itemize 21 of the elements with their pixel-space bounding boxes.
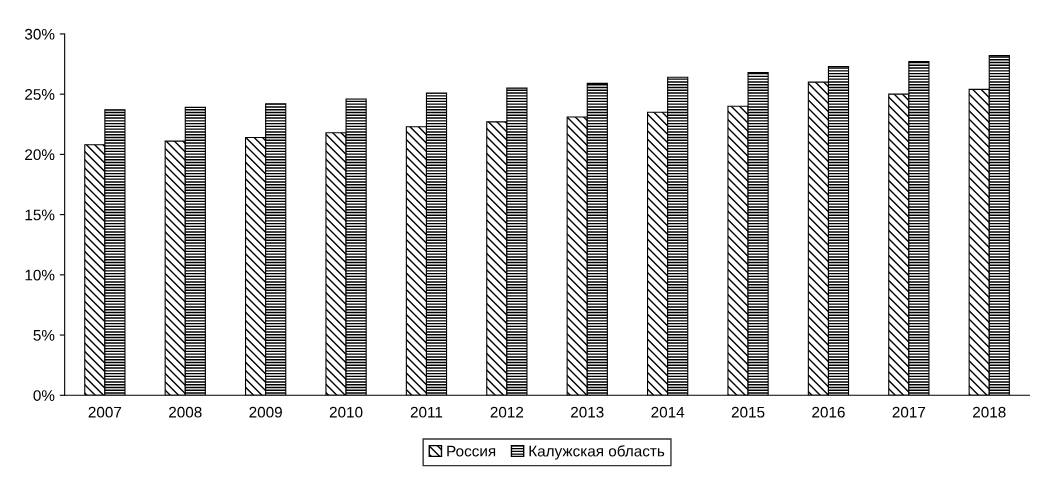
legend-label: Россия [447,445,496,457]
x-tick-label: 2011 [410,406,443,418]
y-tick-label: 10% [25,269,55,281]
y-tick-label: 15% [25,209,55,221]
x-tick-label: 2010 [329,406,363,418]
x-tick-label: 2012 [490,406,524,418]
x-tick-label: 2015 [731,406,765,418]
legend-label: Калужская область [529,445,665,460]
y-tick-label: 0% [33,390,55,401]
y-tick-label: 30% [24,28,55,40]
y-tick-label: 25% [25,89,55,100]
y-tick-label: 5% [33,329,55,341]
x-tick-label: 2009 [249,406,282,418]
x-tick-label: 2018 [973,406,1006,418]
x-tick-label: 2016 [812,406,845,418]
x-tick-label: 2007 [88,406,122,418]
y-tick-label: 20% [25,149,55,161]
x-tick-label: 2008 [169,406,202,418]
x-tick-label: 2013 [571,406,604,418]
x-tick-label: 2014 [651,406,685,418]
x-tick-label: 2017 [892,406,926,418]
